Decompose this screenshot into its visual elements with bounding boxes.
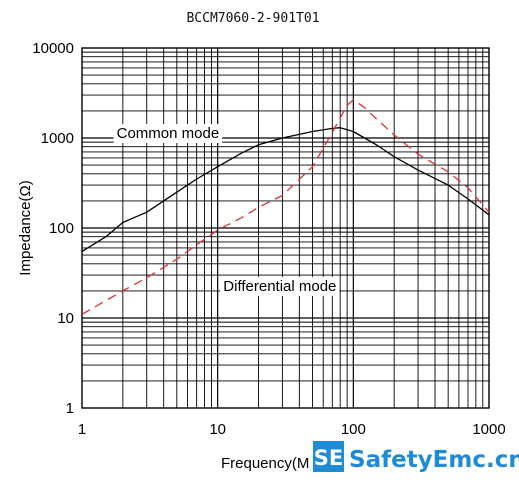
series-line-differential-mode: [81, 99, 490, 315]
x-tick-label: 10: [209, 421, 226, 438]
watermark-logo-box: [313, 441, 344, 472]
watermark: SE SafetyEmc.cn: [313, 441, 519, 473]
annotation-background: [220, 276, 340, 296]
annotation-label: Differential mode: [223, 278, 336, 295]
y-tick-labels: 1 10 100 1000 10000: [32, 40, 74, 417]
annotation-label: Common mode: [117, 125, 220, 142]
grid: [82, 48, 489, 408]
y-axis-label: Impedance(Ω): [17, 180, 34, 275]
x-tick-label: 1: [78, 421, 86, 438]
y-tick-label: 10: [57, 310, 74, 327]
y-tick-label: 10000: [32, 40, 74, 57]
x-tick-label: 1000: [472, 421, 505, 438]
annotations: Common mode Differential mode: [113, 124, 340, 296]
chart-title: BCCM7060-2-901T01: [186, 11, 319, 26]
series-group: [81, 99, 490, 315]
watermark-logo: SE: [314, 446, 343, 470]
series-line-common-mode: [81, 127, 490, 252]
plot-frame: [81, 47, 490, 409]
x-tick-labels: 1 10 100 1000: [78, 421, 506, 438]
y-tick-label: 1: [66, 400, 74, 417]
y-tick-label: 1000: [41, 130, 74, 147]
x-tick-label: 100: [341, 421, 366, 438]
y-tick-label: 100: [49, 220, 74, 237]
x-axis-label: Frequency(M: [221, 455, 309, 472]
annotation-background: [113, 124, 223, 143]
watermark-text: SafetyEmc.cn: [349, 447, 519, 473]
